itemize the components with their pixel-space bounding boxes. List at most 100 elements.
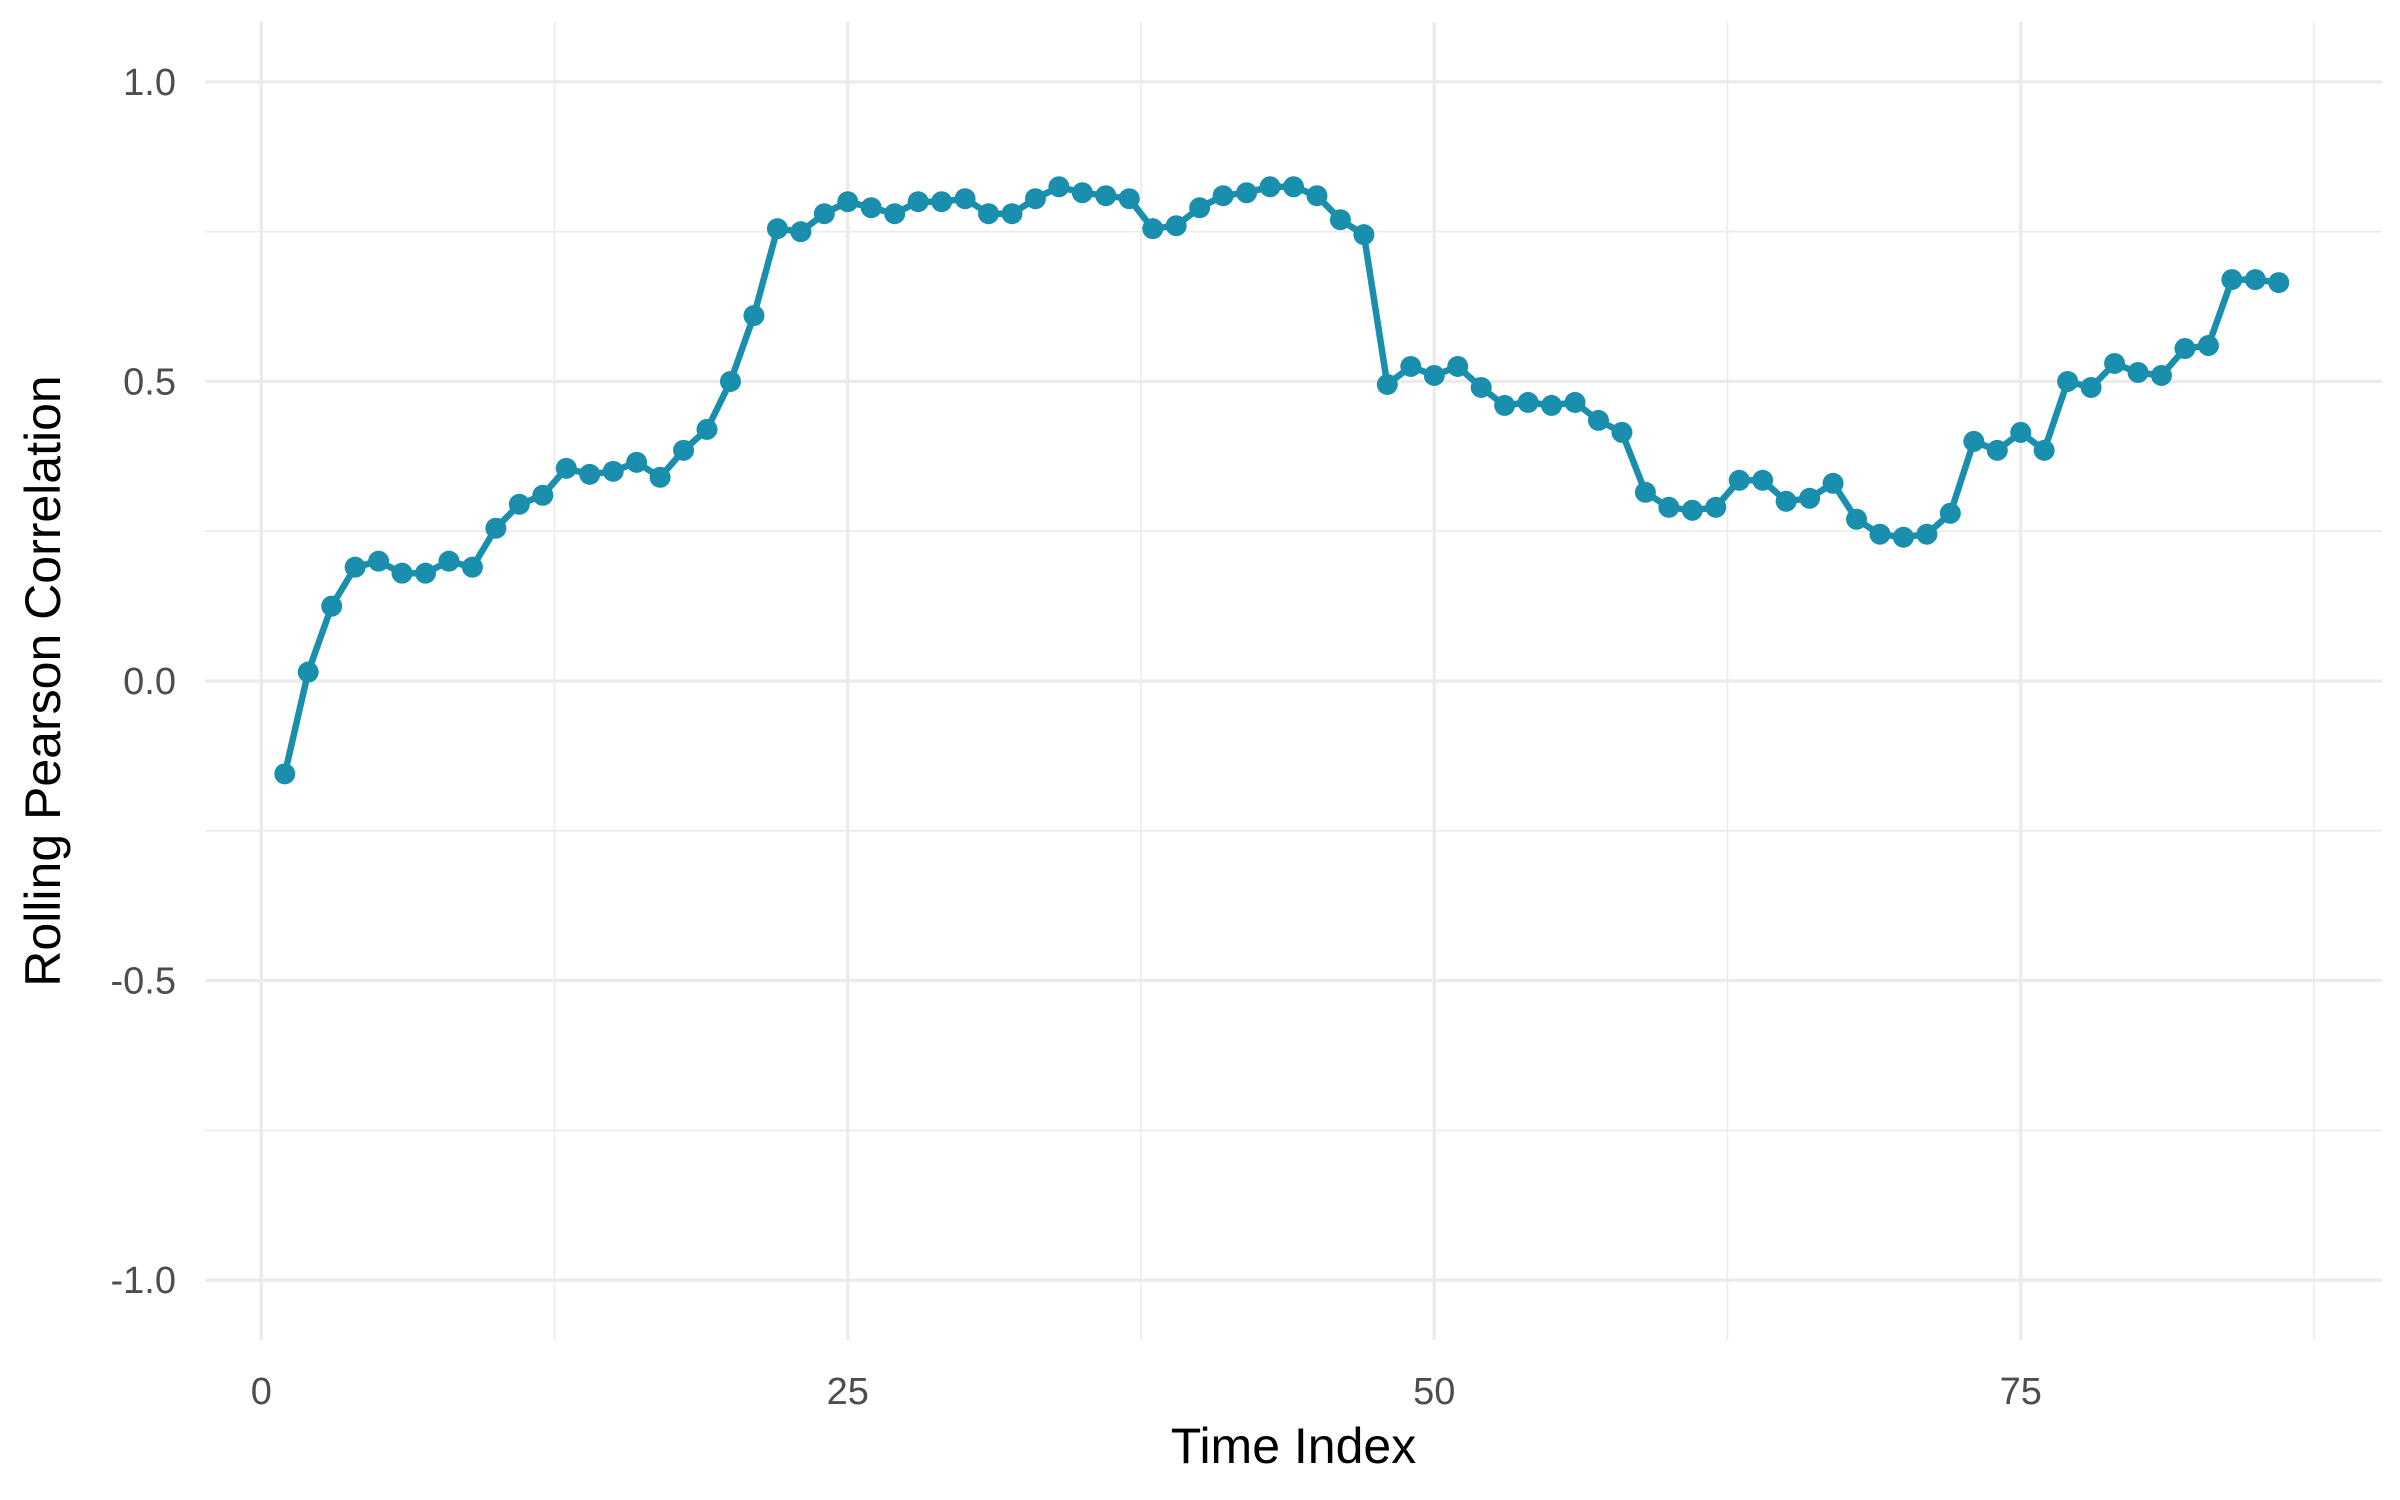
data-point [790, 221, 812, 243]
data-point [1142, 218, 1164, 240]
data-point [1775, 490, 1797, 512]
y-tick-label: -1.0 [111, 1260, 176, 1302]
data-point [1986, 439, 2008, 461]
data-point [1892, 526, 1914, 548]
data-point [1189, 197, 1211, 219]
data-point [1517, 391, 1539, 413]
data-point [602, 460, 624, 482]
data-point [274, 763, 296, 785]
data-point [1095, 185, 1117, 207]
data-point [1705, 496, 1727, 518]
data-point [626, 451, 648, 473]
data-point [532, 484, 554, 506]
x-tick-label: 0 [251, 1371, 272, 1413]
data-point [1118, 188, 1140, 210]
data-point [2033, 439, 2055, 461]
data-point [344, 556, 366, 578]
data-point [1329, 209, 1351, 231]
data-point [1400, 355, 1422, 377]
data-point [1799, 487, 1821, 509]
data-point [2268, 272, 2290, 294]
data-point [1283, 176, 1304, 198]
data-point [1423, 364, 1445, 386]
data-point [1048, 176, 1070, 198]
data-point [1376, 373, 1398, 395]
data-point [321, 595, 343, 617]
data-point [1494, 394, 1516, 416]
data-point [555, 457, 577, 479]
data-point [860, 197, 882, 219]
data-point [2221, 269, 2243, 291]
data-point [1447, 355, 1469, 377]
data-point [1587, 409, 1609, 431]
data-point [461, 556, 483, 578]
data-point [719, 370, 741, 392]
data-point [2150, 364, 2172, 386]
data-point [1259, 176, 1281, 198]
data-point [2104, 352, 2126, 374]
data-point [2010, 421, 2032, 443]
data-point [1869, 523, 1891, 545]
data-point [1470, 376, 1492, 398]
data-point [766, 218, 788, 240]
data-point [978, 203, 1000, 225]
data-point [1728, 469, 1750, 491]
x-tick-label: 25 [827, 1371, 869, 1413]
x-tick-label: 75 [2000, 1371, 2042, 1413]
data-point [1658, 496, 1680, 518]
data-point [1071, 182, 1093, 204]
data-point [2197, 335, 2219, 357]
data-point [1353, 224, 1375, 246]
y-axis-title: Rolling Pearson Correlation [15, 375, 71, 986]
data-point [1916, 523, 1938, 545]
data-point [368, 550, 390, 572]
x-axis-title: Time Index [1171, 1418, 1416, 1474]
data-point [1165, 215, 1187, 237]
data-point [884, 203, 906, 225]
data-point [954, 188, 976, 210]
data-point [649, 466, 671, 488]
y-tick-label: 0.0 [123, 661, 176, 703]
data-point [1024, 188, 1046, 210]
y-tick-label: 1.0 [123, 62, 176, 104]
data-point [696, 418, 718, 440]
data-point [1236, 182, 1258, 204]
data-point [2057, 370, 2079, 392]
grid-lines [205, 22, 2382, 1340]
data-point [2080, 376, 2102, 398]
y-axis-tick-labels: -1.0 -0.5 0.0 0.5 1.0 [111, 62, 176, 1302]
data-point [1611, 421, 1633, 443]
data-point [1963, 430, 1985, 452]
data-point [931, 191, 953, 213]
data-point [438, 550, 460, 572]
data-point [579, 463, 601, 485]
series-correlation [274, 176, 2290, 785]
data-point [1212, 185, 1234, 207]
data-point [2174, 338, 2196, 360]
data-point [1846, 508, 1868, 530]
data-point [1306, 185, 1328, 207]
data-point [485, 517, 507, 539]
data-point [1001, 203, 1023, 225]
data-point [1541, 394, 1563, 416]
data-point [837, 191, 859, 213]
data-point [673, 439, 695, 461]
data-point [907, 191, 929, 213]
x-axis-tick-labels: 0 25 50 75 [251, 1371, 2042, 1413]
data-point [415, 562, 437, 584]
data-point [813, 203, 835, 225]
y-tick-label: -0.5 [111, 961, 176, 1003]
data-point [1634, 481, 1656, 503]
data-point [1564, 391, 1586, 413]
data-point [1681, 499, 1703, 521]
data-point [743, 305, 765, 327]
y-tick-label: 0.5 [123, 361, 176, 403]
data-point [391, 562, 413, 584]
x-tick-label: 50 [1413, 1371, 1455, 1413]
data-point [508, 493, 530, 515]
data-point [1939, 502, 1961, 524]
data-point [2244, 269, 2266, 291]
data-point [2127, 361, 2149, 383]
data-point [297, 661, 319, 683]
